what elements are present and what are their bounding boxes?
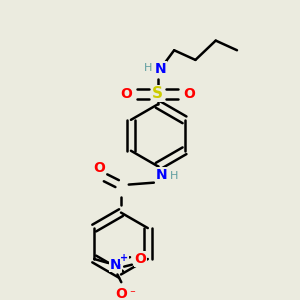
Text: +: + <box>120 253 128 263</box>
Text: ⁻: ⁻ <box>129 289 135 299</box>
Text: N: N <box>156 168 167 182</box>
Text: O: O <box>93 161 105 175</box>
Text: O: O <box>115 287 127 300</box>
Text: H: H <box>170 171 178 181</box>
Text: O: O <box>135 252 147 266</box>
Text: H: H <box>144 63 152 73</box>
Text: N: N <box>110 258 121 272</box>
Text: O: O <box>184 87 196 101</box>
Text: O: O <box>120 87 132 101</box>
Text: S: S <box>152 86 163 101</box>
Text: N: N <box>155 61 167 76</box>
